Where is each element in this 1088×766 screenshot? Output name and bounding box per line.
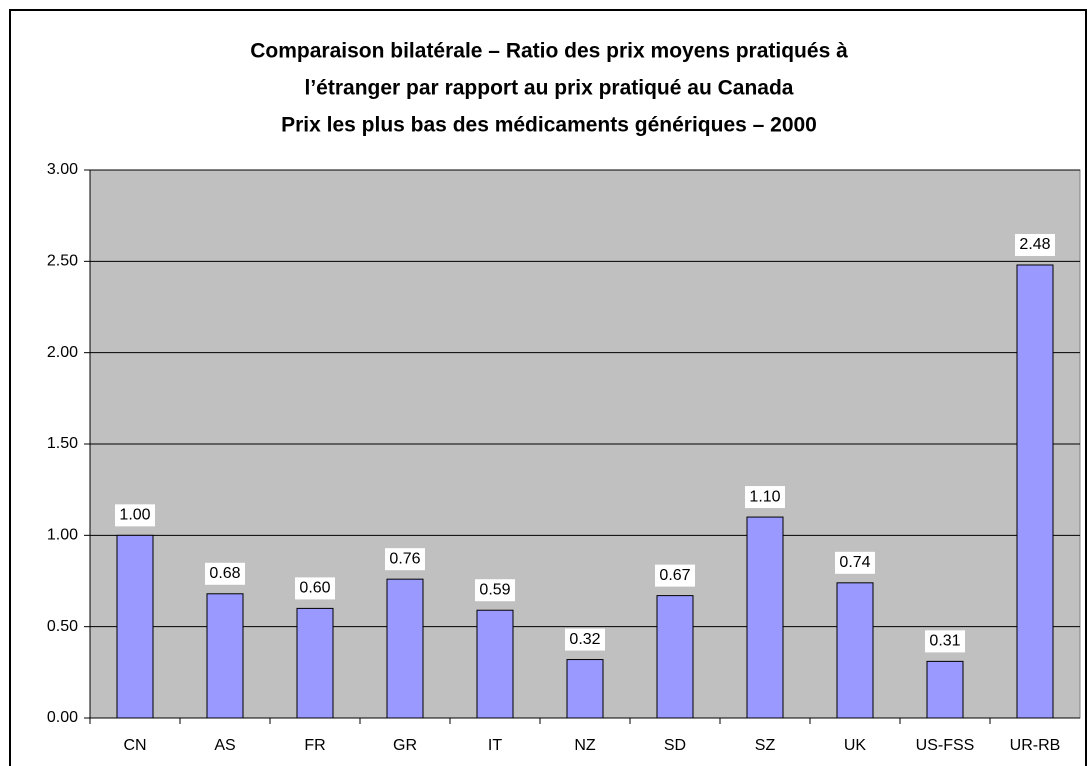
bar bbox=[566, 659, 604, 719]
value-label-box bbox=[115, 504, 155, 527]
bar bbox=[656, 595, 694, 719]
value-label-box bbox=[205, 562, 245, 585]
value-label: 0.76 bbox=[389, 550, 420, 567]
value-label: 1.00 bbox=[119, 507, 150, 524]
y-tick-label: 1.50 bbox=[47, 435, 78, 452]
value-label-box bbox=[475, 579, 515, 602]
bar bbox=[206, 593, 244, 719]
x-tick-label: SZ bbox=[755, 737, 776, 754]
x-tick-label: CN bbox=[123, 737, 146, 754]
bar bbox=[836, 582, 874, 719]
y-tick-label: 2.00 bbox=[47, 344, 78, 361]
value-label: 2.48 bbox=[1019, 236, 1050, 253]
value-label-box bbox=[295, 577, 335, 600]
bar bbox=[476, 609, 514, 719]
x-tick-label: US-FSS bbox=[916, 737, 975, 754]
value-label-box bbox=[655, 564, 695, 587]
x-tick-label: GR bbox=[393, 737, 417, 754]
value-label-box bbox=[745, 486, 785, 509]
y-tick-label: 0.50 bbox=[47, 618, 78, 635]
bar bbox=[296, 607, 334, 719]
value-label: 1.10 bbox=[749, 488, 780, 505]
bar bbox=[116, 534, 154, 719]
x-tick-label: AS bbox=[214, 737, 235, 754]
x-tick-label: UR-RB bbox=[1010, 737, 1061, 754]
x-tick-label: UK bbox=[844, 737, 867, 754]
chart-title: l’étranger par rapport au prix pratiqué … bbox=[305, 77, 794, 100]
y-tick-label: 1.00 bbox=[47, 527, 78, 544]
value-label-box bbox=[385, 548, 425, 571]
bar bbox=[386, 578, 424, 719]
y-tick-label: 3.00 bbox=[47, 161, 78, 178]
x-tick-label: IT bbox=[488, 737, 502, 754]
y-tick-label: 2.50 bbox=[47, 253, 78, 270]
value-label: 0.60 bbox=[299, 580, 330, 597]
value-label: 0.74 bbox=[839, 554, 870, 571]
value-label: 0.68 bbox=[209, 565, 240, 582]
value-label-box bbox=[565, 628, 605, 651]
value-label-box bbox=[925, 630, 965, 653]
x-tick-label: SD bbox=[664, 737, 686, 754]
value-label: 0.59 bbox=[479, 581, 510, 598]
bar bbox=[1016, 264, 1054, 719]
value-label-box bbox=[835, 551, 875, 574]
bar bbox=[926, 660, 964, 719]
chart-title: Comparaison bilatérale – Ratio des prix … bbox=[250, 40, 848, 63]
bar bbox=[746, 516, 784, 719]
x-tick-label: NZ bbox=[574, 737, 596, 754]
y-tick-label: 0.00 bbox=[47, 709, 78, 726]
value-label-box bbox=[1015, 233, 1055, 256]
value-label: 0.67 bbox=[659, 567, 690, 584]
x-tick-label: FR bbox=[304, 737, 325, 754]
chart-title: Prix les plus bas des médicaments généri… bbox=[281, 114, 817, 137]
value-label: 0.32 bbox=[569, 631, 600, 648]
value-label: 0.31 bbox=[929, 633, 960, 650]
